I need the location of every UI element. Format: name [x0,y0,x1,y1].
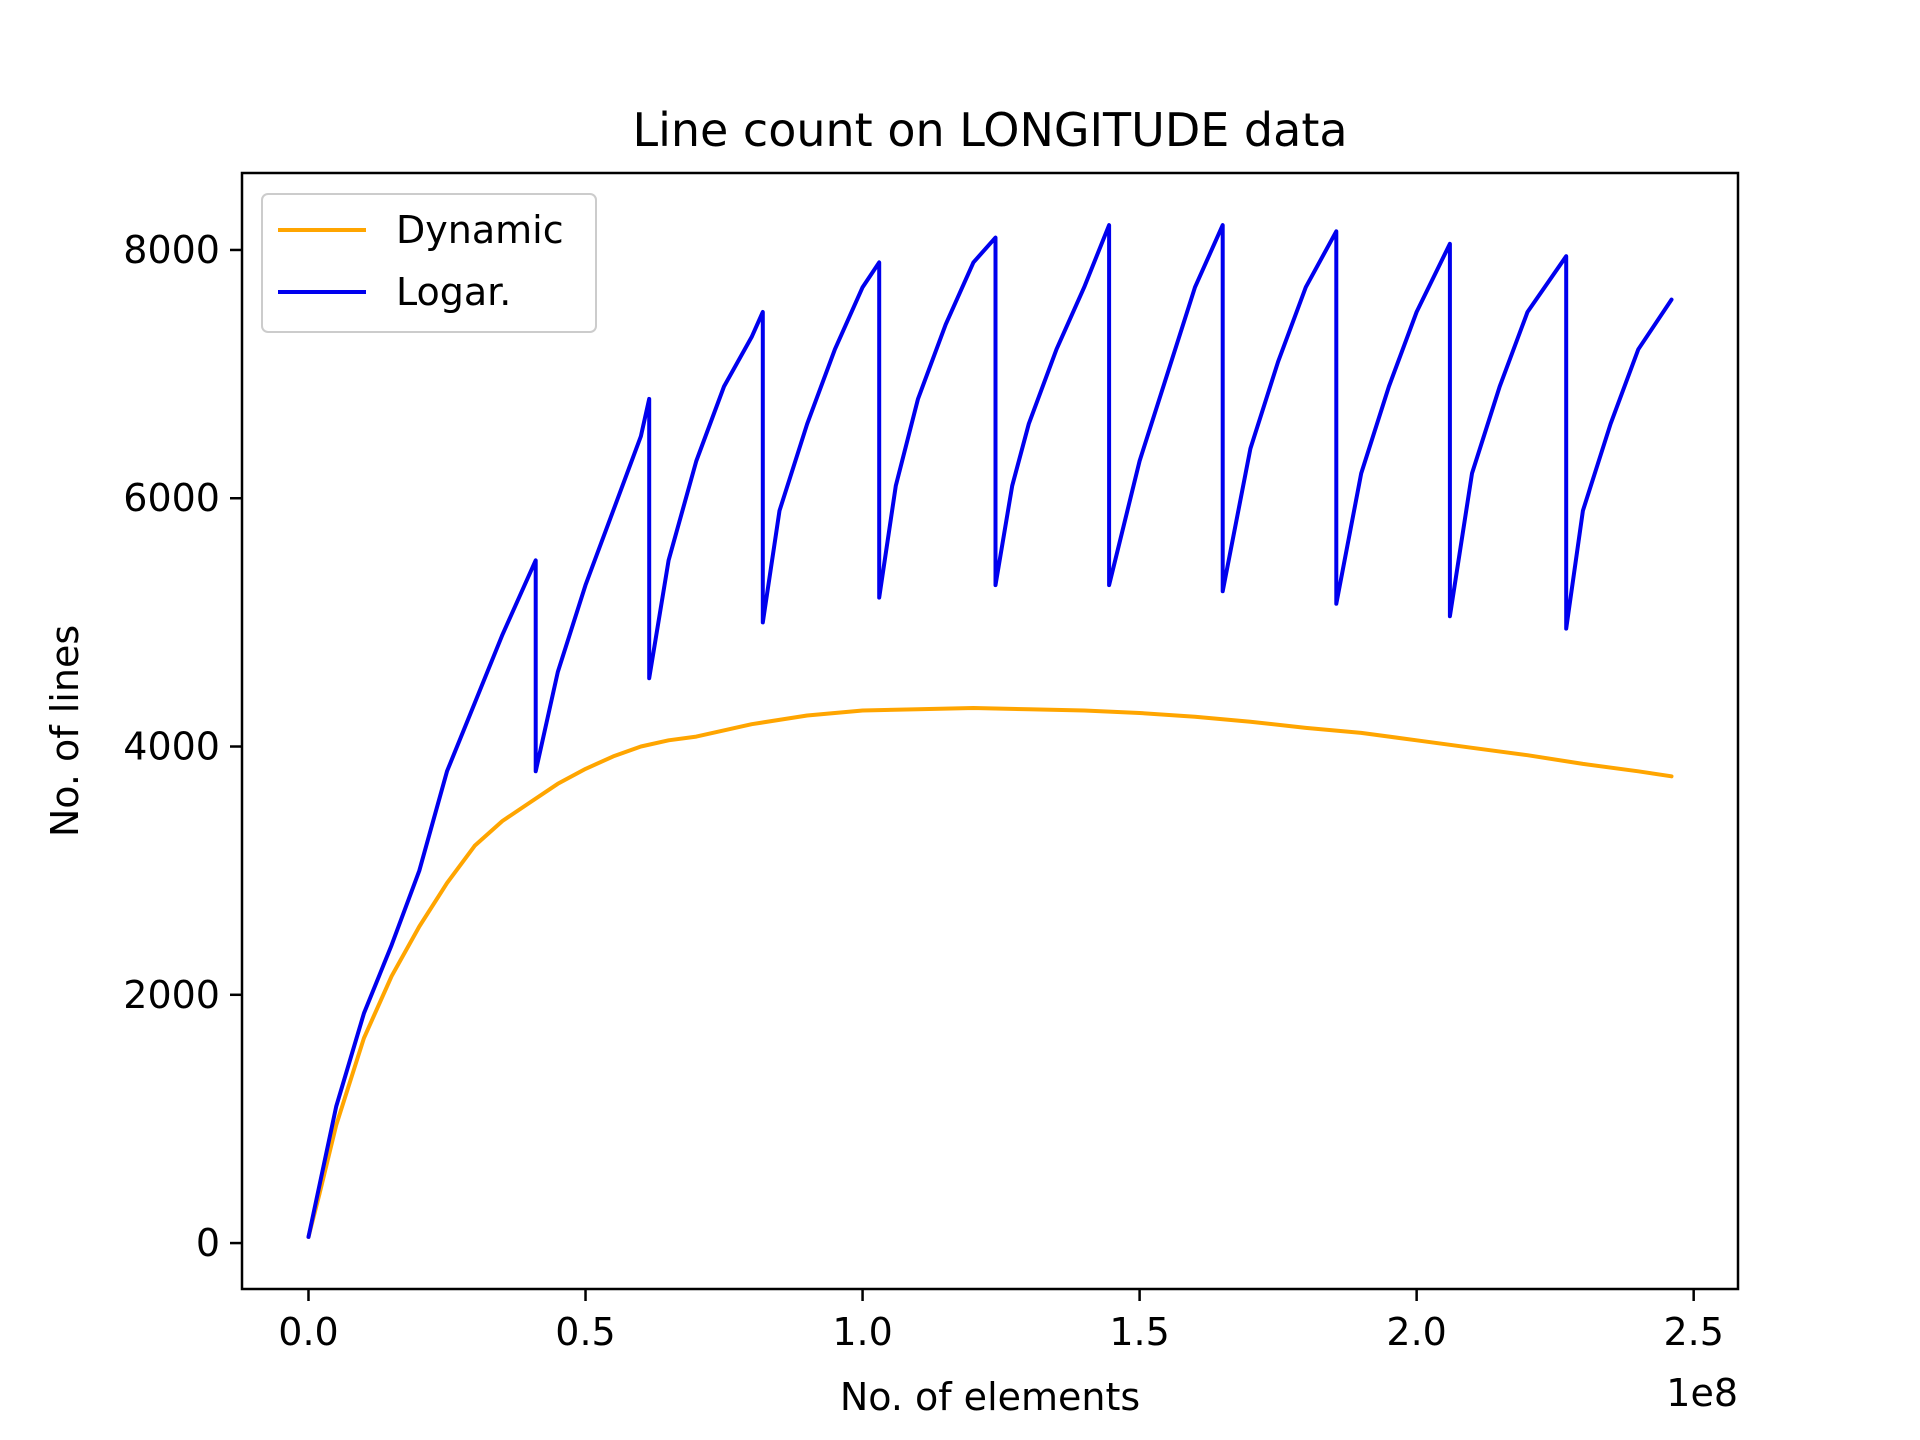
x-tick-label: 1.5 [1109,1310,1169,1354]
y-tick-label: 0 [196,1221,220,1265]
series-line-dynamic [306,706,1674,1239]
series-layer [306,223,1674,1239]
x-axis-label: No. of elements [840,1375,1140,1419]
x-tick-label: 1.0 [832,1310,892,1354]
x-axis-ticks: 0.0 0.5 1.0 1.5 2.0 2.5 [278,1289,1724,1354]
y-tick-label: 4000 [123,725,220,769]
plot-frame [240,171,1740,1291]
x-tick-label: 2.5 [1663,1310,1723,1354]
x-axis-offset-label: 1e8 [1666,1371,1738,1415]
y-axis-ticks: 0 2000 4000 6000 8000 [123,228,242,1265]
x-tick-label: 0.0 [278,1310,338,1354]
legend-label-logar: Logar. [396,270,511,314]
y-axis-label: No. of lines [43,625,87,837]
series-line-logar [306,223,1674,1239]
y-tick-label: 6000 [123,476,220,520]
x-tick-label: 2.0 [1386,1310,1446,1354]
legend-label-dynamic: Dynamic [396,208,564,252]
y-tick-label: 2000 [123,973,220,1017]
chart-title: Line count on LONGITUDE data [632,103,1347,157]
x-tick-label: 0.5 [555,1310,615,1354]
y-tick-label: 8000 [123,228,220,272]
legend: Dynamic Logar. [261,193,597,333]
